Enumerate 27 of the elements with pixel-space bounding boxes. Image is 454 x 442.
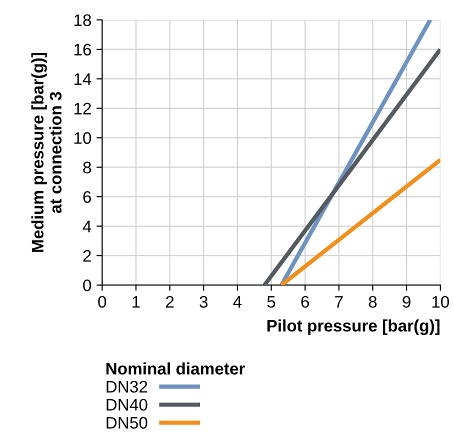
legend-label: DN50 xyxy=(106,416,148,429)
x-tick-label: 5 xyxy=(267,296,276,308)
y-tick-label: 16 xyxy=(74,44,92,56)
x-tick-label: 8 xyxy=(368,296,377,308)
y-tick-label: 6 xyxy=(83,191,91,203)
x-tick-label: 10 xyxy=(432,296,449,308)
x-tick-label: 6 xyxy=(301,296,309,308)
x-tick-label: 0 xyxy=(98,296,106,308)
y-tick-label: 2 xyxy=(83,250,91,262)
y-tick-label: 12 xyxy=(74,102,91,114)
x-tick-label: 4 xyxy=(233,296,242,308)
legend-label: DN40 xyxy=(106,398,148,411)
y-tick-label: 18 xyxy=(74,14,92,26)
legend-label: DN32 xyxy=(106,380,148,393)
y-tick-label: 10 xyxy=(74,132,92,144)
y-tick-label: 14 xyxy=(74,73,92,85)
x-tick-label: 2 xyxy=(166,296,174,308)
y-axis-title: Medium pressure [bar(g)] at connection 3 xyxy=(31,52,62,252)
y-tick-label: 4 xyxy=(82,220,92,232)
x-tick-label: 1 xyxy=(132,296,140,308)
legend-title: Nominal diameter xyxy=(106,362,245,375)
x-tick-label: 9 xyxy=(402,296,410,308)
x-tick-label: 7 xyxy=(335,296,343,308)
x-tick-label: 3 xyxy=(200,296,208,308)
y-tick-label: 8 xyxy=(83,162,92,174)
x-axis-title: Pilot pressure [bar(g)] xyxy=(267,319,440,335)
y-tick-label: 0 xyxy=(83,279,92,292)
